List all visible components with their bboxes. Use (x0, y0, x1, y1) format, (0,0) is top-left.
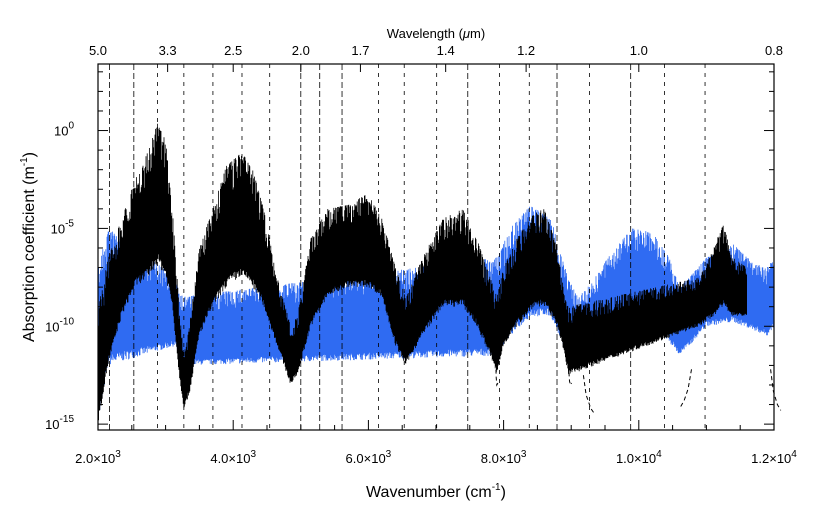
top-tick-label-3: 2.0 (292, 43, 310, 58)
y-tick-label-0: 100 (54, 121, 74, 139)
top-axis-title: Wavelength (μm) (387, 26, 485, 41)
top-tick-label-7: 1.0 (630, 43, 648, 58)
x-axis-title: Wavenumber (cm-1) (366, 482, 506, 501)
top-tick-label-0: 5.0 (89, 43, 107, 58)
y-tick-label-1: 10-5 (51, 218, 75, 236)
top-tick-label-5: 1.4 (437, 43, 455, 58)
top-tick-label-8: 0.8 (765, 43, 783, 58)
x-tick-label-5: 1.2×104 (751, 449, 797, 466)
y-tick-label-2: 10-10 (45, 316, 74, 334)
x-tick-label-0: 2.0×103 (75, 449, 121, 466)
top-tick-label-1: 3.3 (159, 43, 177, 58)
y-axis-title: Absorption coefficient (m-1) (19, 152, 38, 342)
dashed-tail-0 (495, 355, 499, 387)
y-tick-label-3: 10-15 (45, 414, 74, 432)
band-boundaries (109, 64, 706, 430)
top-tick-label-6: 1.2 (517, 43, 535, 58)
x-tick-label-2: 6.0×103 (346, 449, 392, 466)
dashed-tail-4 (770, 369, 782, 411)
x-tick-label-1: 4.0×103 (210, 449, 256, 466)
x-tick-label-4: 1.0×104 (616, 449, 662, 466)
top-tick-label-2: 2.5 (224, 43, 242, 58)
dashed-tail-2 (582, 375, 596, 415)
dashed-tail-1 (568, 365, 572, 387)
axis-ticks: 2.0×103 4.0×103 6.0×103 8.0×103 1.0×104 1.2×1… (45, 43, 797, 466)
dashed-tail-3 (680, 369, 692, 407)
top-tick-label-4: 1.7 (351, 43, 369, 58)
x-tick-label-3: 8.0×103 (481, 449, 527, 466)
plot-area (97, 123, 782, 425)
